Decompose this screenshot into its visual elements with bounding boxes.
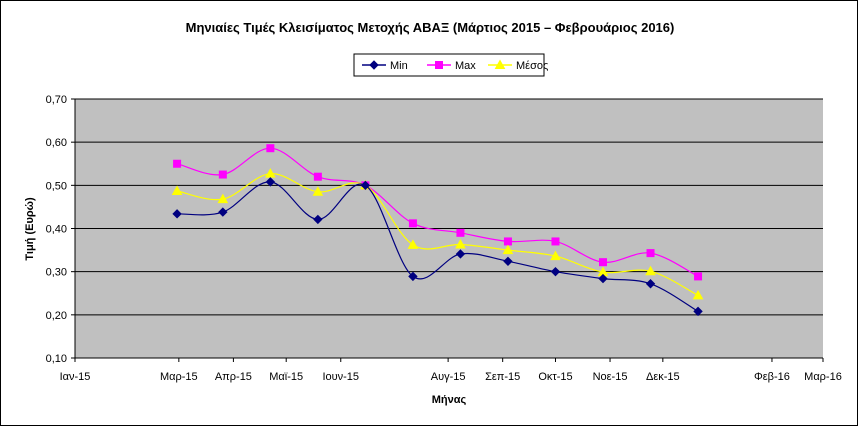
data-point: [313, 214, 323, 225]
x-tick-label: Απρ-15: [215, 371, 252, 383]
data-point: [408, 271, 418, 282]
x-tick-label: Αυγ-15: [431, 371, 466, 383]
legend-marker: [435, 61, 443, 69]
x-tick-label: Σεπ-15: [485, 371, 520, 383]
x-axis-title: Μήνας: [432, 394, 467, 406]
data-point: [218, 170, 227, 179]
y-tick-label: 0,10: [46, 353, 67, 365]
legend-marker: [494, 59, 506, 69]
x-tick-label: Νοε-15: [593, 371, 628, 383]
data-point: [217, 193, 229, 204]
data-point: [646, 249, 655, 258]
data-point: [692, 289, 704, 300]
x-axis-ticks: Ιαν-15 Μαρ-15 Απρ-15 Μαϊ-15 Ιουν-15 Αυγ-15 Σεπ…: [60, 358, 842, 383]
y-tick-label: 0,20: [46, 310, 67, 322]
x-tick-label: Μαϊ-15: [269, 371, 303, 383]
chart-title: Μηνιαίες Τιμές Κλεισίματος Μετοχής ΑΒΑΞ …: [186, 20, 675, 35]
data-point: [171, 185, 183, 195]
data-point: [173, 159, 182, 168]
data-point: [694, 272, 703, 281]
series-0: [172, 177, 703, 317]
y-tick-label: 0,50: [46, 180, 67, 192]
data-point: [455, 249, 466, 259]
y-tick-label: 0,40: [46, 224, 67, 236]
legend-marker: [369, 60, 379, 70]
y-tick-label: 0,30: [46, 267, 67, 279]
data-point: [645, 279, 656, 289]
legend-label: Min: [390, 60, 408, 72]
data-point: [502, 244, 514, 255]
data-point: [312, 186, 324, 196]
data-point: [172, 209, 182, 219]
data-point: [313, 172, 322, 181]
data-point: [550, 266, 561, 277]
data-point: [503, 256, 513, 267]
series-layer: [171, 144, 704, 317]
y-axis-ticks: 0,10 0,20 0,30 0,40 0,50 0,60 0,70: [46, 94, 75, 365]
y-tick-label: 0,60: [46, 137, 67, 149]
x-tick-label: Μαρ-16: [804, 371, 842, 383]
data-point: [360, 180, 371, 191]
data-point: [408, 219, 417, 228]
data-point: [599, 258, 607, 267]
data-point: [265, 177, 276, 187]
legend-label: Max: [455, 60, 476, 72]
x-tick-label: Φεβ-16: [754, 371, 790, 383]
x-tick-label: Ιαν-15: [60, 371, 91, 383]
legend-label: Μέσος: [516, 60, 548, 72]
legend: Min Max Μέσος: [353, 53, 548, 77]
data-point: [598, 273, 608, 284]
data-point: [218, 207, 228, 217]
data-point: [645, 265, 656, 276]
data-point: [551, 237, 560, 246]
y-tick-label: 0,70: [46, 94, 67, 106]
data-point: [407, 239, 419, 249]
data-point: [456, 228, 465, 237]
x-tick-label: Ιουν-15: [322, 371, 359, 383]
data-point: [455, 238, 466, 249]
x-tick-label: Δεκ-15: [646, 371, 680, 383]
data-point: [503, 237, 512, 246]
data-point: [693, 306, 703, 317]
x-tick-label: Οκτ-15: [538, 371, 572, 383]
x-tick-label: Μαρ-15: [160, 371, 198, 383]
data-point: [550, 250, 561, 261]
data-point: [266, 144, 275, 153]
y-axis-title: Τιμή (Ευρώ): [24, 197, 36, 261]
